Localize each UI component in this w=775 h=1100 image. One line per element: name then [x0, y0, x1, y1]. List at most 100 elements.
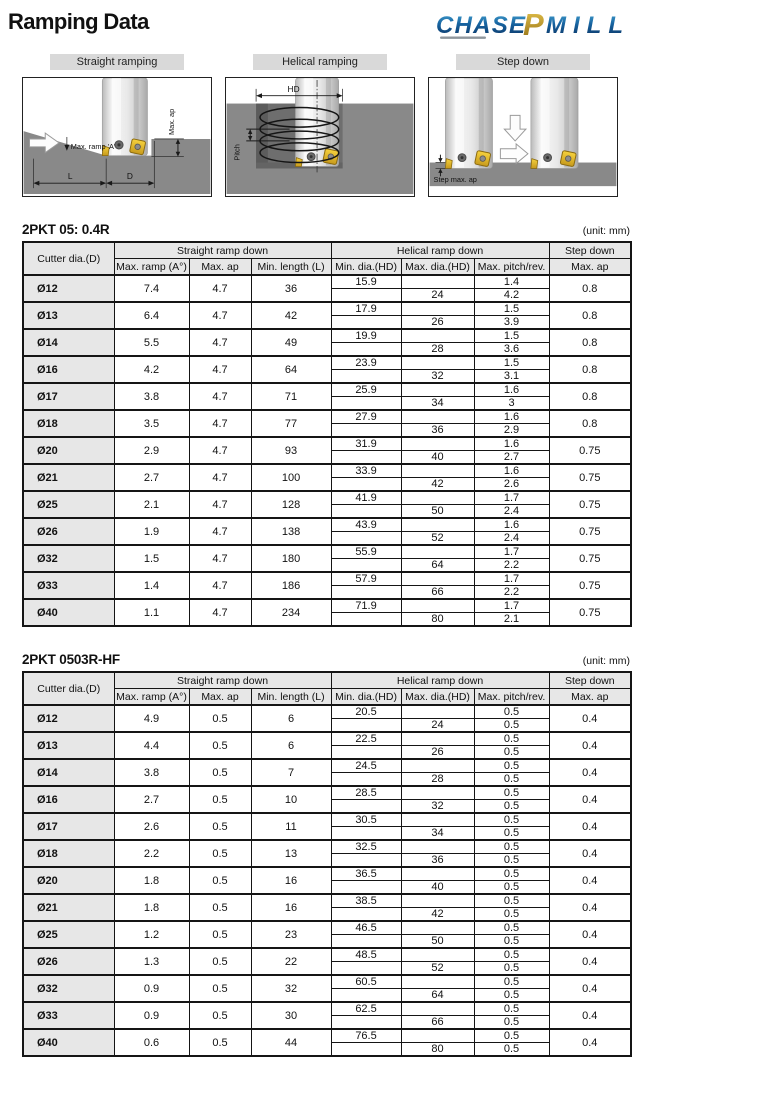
cell-max-ap: 0.5 — [188, 731, 252, 760]
cell-max-dia-blank — [400, 571, 475, 586]
cell-cutter-dia: Ø32 — [22, 544, 115, 573]
cell-min-length: 138 — [250, 517, 332, 546]
cell-min-dia-blank — [330, 934, 402, 949]
table-row: Ø20 2.9 4.7 93 31.9 1.6 0.75 — [22, 436, 632, 465]
cell-max-dia-blank — [400, 301, 475, 316]
cell-max-ramp: 2.2 — [113, 839, 190, 868]
label-step-max-ap: Step max. ap — [434, 175, 477, 184]
cell-min-dia-blank — [330, 1042, 402, 1057]
cell-pitch-top: 0.5 — [473, 1001, 550, 1016]
table-subrow: 50 2.4 — [23, 504, 631, 519]
cell-max-dia: 40 — [400, 450, 475, 465]
cell-cutter-dia: Ø14 — [22, 328, 115, 357]
table-row: Ø16 4.2 4.7 64 23.9 1.5 0.8 — [22, 355, 632, 384]
cell-max-dia: 66 — [400, 585, 475, 600]
cell-step-max-ap: 0.75 — [548, 517, 632, 546]
cell-min-dia: 38.5 — [330, 893, 402, 908]
cell-max-dia: 50 — [400, 934, 475, 949]
cell-pitch-bottom: 3.1 — [473, 369, 550, 384]
helical-ramping-graphic: HD Pitch — [226, 78, 414, 194]
cell-min-dia: 55.9 — [330, 544, 402, 559]
step-dimension: Step max. ap — [434, 154, 477, 184]
cell-cutter-dia: Ø20 — [22, 866, 115, 895]
cell-pitch-bottom: 0.5 — [473, 1015, 550, 1030]
table-subrow: 26 0.5 — [23, 745, 631, 760]
cell-step-max-ap: 0.8 — [548, 382, 632, 411]
cell-step-max-ap: 0.8 — [548, 328, 632, 357]
cell-min-dia: 23.9 — [330, 355, 402, 370]
cell-step-max-ap: 0.4 — [548, 1028, 632, 1057]
cell-pitch-top: 1.7 — [473, 490, 550, 505]
cell-pitch-bottom: 2.6 — [473, 477, 550, 492]
cell-min-dia-blank — [330, 396, 402, 411]
table-row: Ø20 1.8 0.5 16 36.5 0.5 0.4 — [22, 866, 632, 895]
cell-min-length: 32 — [250, 974, 332, 1003]
cell-pitch-top: 1.5 — [473, 301, 550, 316]
label-max-ramp: Max. ramp 'A' — [71, 142, 116, 151]
cell-step-max-ap: 0.4 — [548, 812, 632, 841]
cell-step-max-ap: 0.4 — [548, 704, 632, 733]
cell-pitch-top: 0.5 — [473, 704, 550, 719]
cell-cutter-dia: Ø18 — [22, 409, 115, 438]
cell-max-ap: 4.7 — [188, 571, 252, 600]
table-row: Ø17 3.8 4.7 71 25.9 1.6 0.8 — [22, 382, 632, 411]
cell-min-dia: 36.5 — [330, 866, 402, 881]
table-row: Ø21 2.7 4.7 100 33.9 1.6 0.75 — [22, 463, 632, 492]
cell-pitch-top: 0.5 — [473, 920, 550, 935]
cell-max-dia: 24 — [400, 718, 475, 733]
cell-min-length: 11 — [250, 812, 332, 841]
table-subrow: 80 0.5 — [23, 1042, 631, 1057]
cell-max-dia-blank — [400, 517, 475, 532]
col-header-cutter-dia: Cutter dia.(D) — [22, 241, 115, 276]
cell-max-ap: 0.5 — [188, 812, 252, 841]
cell-step-max-ap: 0.4 — [548, 731, 632, 760]
cell-pitch-bottom: 2.4 — [473, 504, 550, 519]
cell-min-length: 42 — [250, 301, 332, 330]
col-header-pitch: Max. pitch/rev. — [473, 688, 550, 706]
cell-cutter-dia: Ø12 — [22, 704, 115, 733]
cell-max-ap: 4.7 — [188, 490, 252, 519]
group-header-straight: Straight ramp down — [113, 241, 332, 259]
cell-step-max-ap: 0.75 — [548, 598, 632, 627]
cell-min-dia-blank — [330, 531, 402, 546]
cell-max-dia-blank — [400, 947, 475, 962]
cell-max-ap: 0.5 — [188, 785, 252, 814]
cell-pitch-top: 1.6 — [473, 409, 550, 424]
col-header-min-length: Min. length (L) — [250, 258, 332, 276]
table-title: 2PKT 05: 0.4R — [22, 222, 110, 237]
cell-min-dia: 41.9 — [330, 490, 402, 505]
cell-max-dia-blank — [400, 974, 475, 989]
cell-min-dia: 15.9 — [330, 274, 402, 289]
cell-min-dia-blank — [330, 477, 402, 492]
col-header-max-ap: Max. ap — [188, 688, 252, 706]
cell-min-dia: 33.9 — [330, 463, 402, 478]
cell-min-length: 36 — [250, 274, 332, 303]
cell-cutter-dia: Ø33 — [22, 1001, 115, 1030]
cell-pitch-top: 1.6 — [473, 382, 550, 397]
cell-max-dia: 52 — [400, 961, 475, 976]
table-row: Ø18 2.2 0.5 13 32.5 0.5 0.4 — [22, 839, 632, 868]
diagram-title-straight: Straight ramping — [50, 54, 184, 70]
group-header-step: Step down — [548, 241, 632, 259]
cell-min-dia-blank — [330, 558, 402, 573]
cell-max-ramp: 1.9 — [113, 517, 190, 546]
table-subrow: 26 3.9 — [23, 315, 631, 330]
cell-pitch-top: 1.6 — [473, 436, 550, 451]
max-ap-dimension: Max. ap — [151, 109, 184, 158]
table-row: Ø12 4.9 0.5 6 20.5 0.5 0.4 — [22, 704, 632, 733]
cell-cutter-dia: Ø13 — [22, 731, 115, 760]
table-header: Cutter dia.(D) Straight ramp down Helica… — [22, 241, 632, 276]
cell-min-dia: 43.9 — [330, 517, 402, 532]
cell-max-ap: 0.5 — [188, 1001, 252, 1030]
logo-mill-text: MILL — [546, 12, 622, 39]
cell-max-dia: 52 — [400, 531, 475, 546]
table-body: Ø12 4.9 0.5 6 20.5 0.5 0.4 24 0.5 Ø13 4.4 0.5 6 22.5 0… — [22, 704, 632, 1057]
cell-min-dia-blank — [330, 988, 402, 1003]
cell-cutter-dia: Ø12 — [22, 274, 115, 303]
table-row: Ø33 1.4 4.7 186 57.9 1.7 0.75 — [22, 571, 632, 600]
table-row: Ø14 3.8 0.5 7 24.5 0.5 0.4 — [22, 758, 632, 787]
cell-min-length: 49 — [250, 328, 332, 357]
table-subrow: 36 0.5 — [23, 853, 631, 868]
table-row: Ø26 1.3 0.5 22 48.5 0.5 0.4 — [22, 947, 632, 976]
cell-pitch-top: 1.5 — [473, 328, 550, 343]
